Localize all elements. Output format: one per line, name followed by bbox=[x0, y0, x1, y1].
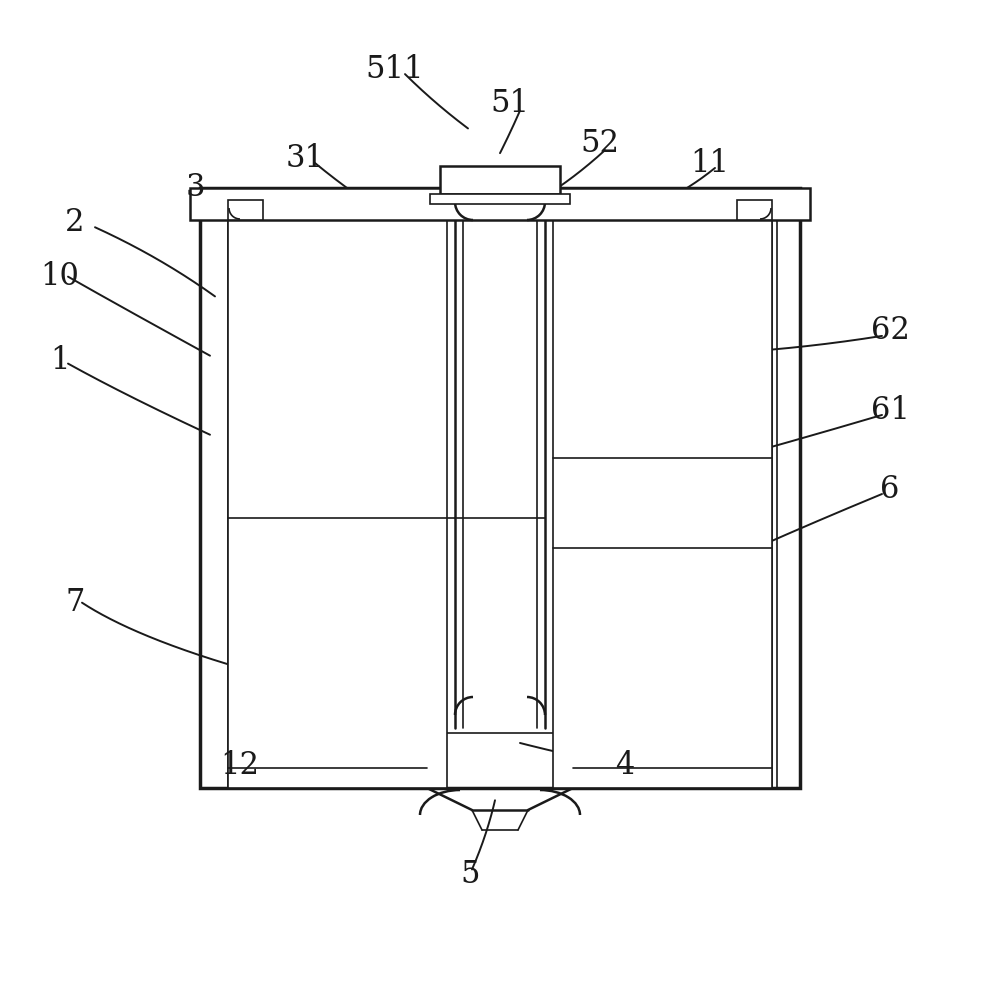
Text: 51: 51 bbox=[490, 88, 530, 120]
Text: 3: 3 bbox=[185, 172, 205, 204]
Text: 62: 62 bbox=[871, 315, 909, 347]
Text: 4: 4 bbox=[615, 750, 635, 782]
Bar bbox=[737, 200, 772, 220]
Text: 61: 61 bbox=[871, 394, 909, 426]
Text: 5: 5 bbox=[460, 859, 480, 890]
Bar bbox=[190, 188, 810, 220]
Bar bbox=[430, 194, 570, 204]
Text: 10: 10 bbox=[41, 261, 79, 292]
Text: 2: 2 bbox=[65, 206, 85, 238]
Text: 1: 1 bbox=[50, 345, 70, 376]
Text: 31: 31 bbox=[286, 142, 324, 174]
Text: 7: 7 bbox=[65, 587, 85, 618]
Text: 511: 511 bbox=[366, 53, 424, 85]
Text: 6: 6 bbox=[880, 473, 900, 505]
Bar bbox=[228, 220, 447, 788]
Bar bbox=[553, 220, 772, 788]
Text: 12: 12 bbox=[220, 750, 260, 782]
Bar bbox=[440, 166, 560, 194]
Text: 52: 52 bbox=[580, 127, 620, 159]
Text: 11: 11 bbox=[690, 147, 730, 179]
Bar bbox=[228, 200, 263, 220]
Bar bbox=[200, 188, 800, 788]
